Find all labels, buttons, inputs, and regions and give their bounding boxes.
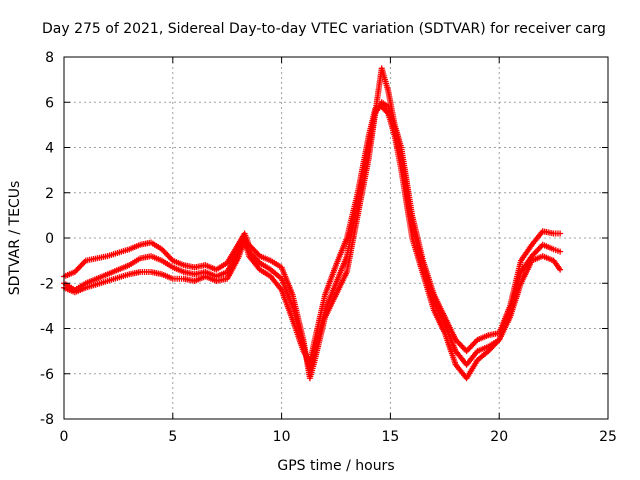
y-tick-label: 8 [45,50,54,66]
data-marks [61,65,564,382]
data-point [557,266,564,273]
y-tick-label: -8 [40,412,54,428]
y-tick-label: -4 [40,322,54,338]
y-tick-label: 4 [45,141,54,157]
x-tick-label: 20 [490,429,508,445]
y-tick-label: -2 [40,276,54,292]
axis-ticks: 0 5 10 15 20 25 -8 -6 -4 -2 0 2 4 6 8 [40,50,617,445]
x-tick-label: 15 [381,429,399,445]
series-trace-1 [61,65,564,382]
y-tick-label: 2 [45,186,54,202]
x-tick-label: 25 [599,429,617,445]
x-tick-label: 0 [60,429,69,445]
x-tick-label: 10 [273,429,291,445]
y-tick-label: 0 [45,231,54,247]
y-tick-label: 6 [45,95,54,111]
y-tick-label: -6 [40,367,54,383]
data-point [557,230,564,237]
x-tick-label: 5 [168,429,177,445]
data-point [557,248,564,255]
y-axis-label: SDTVAR / TECUs [7,181,23,296]
chart-title: Day 275 of 2021, Sidereal Day-to-day VTE… [42,21,606,37]
series-trace-3 [61,103,564,382]
x-axis-label: GPS time / hours [277,458,394,474]
